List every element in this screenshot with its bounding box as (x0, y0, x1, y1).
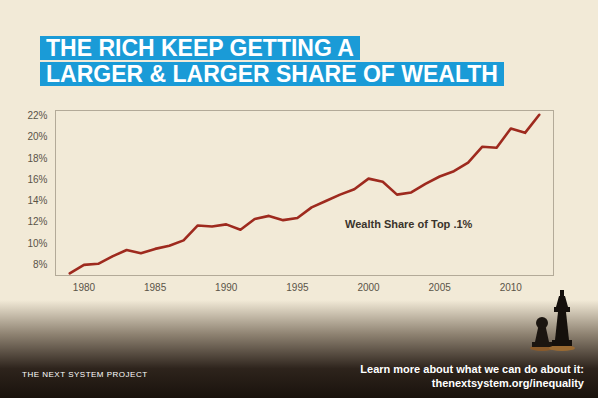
svg-text:2005: 2005 (429, 282, 452, 293)
svg-text:20%: 20% (27, 131, 47, 142)
svg-text:2010: 2010 (500, 282, 523, 293)
html-text:THE RICH KEEP GETTING A: THE RICH KEEP GETTING A (46, 35, 354, 61)
svg-text:1980: 1980 (73, 282, 96, 293)
svg-text:18%: 18% (27, 153, 47, 164)
svg-text:8%: 8% (33, 259, 48, 270)
svg-text:22%: 22% (27, 110, 47, 121)
svg-text:12%: 12% (27, 216, 47, 227)
svg-text:10%: 10% (27, 238, 47, 249)
html-text:THE NEXT SYSTEM PROJECT: THE NEXT SYSTEM PROJECT (22, 370, 148, 379)
html-text:Wealth Share of Top .1%: Wealth Share of Top .1% (345, 218, 473, 230)
svg-text:14%: 14% (27, 195, 47, 206)
svg-text:16%: 16% (27, 174, 47, 185)
svg-text:2000: 2000 (357, 282, 380, 293)
html-text:thenextsystem.org/inequality: thenextsystem.org/inequality (431, 377, 584, 389)
svg-text:1990: 1990 (215, 282, 238, 293)
html-text:LARGER & LARGER SHARE OF WEALT: LARGER & LARGER SHARE OF WEALTH (46, 61, 498, 87)
svg-text:1985: 1985 (144, 282, 167, 293)
html-text:Learn more about what we can d: Learn more about what we can do about it… (360, 363, 584, 375)
svg-text:1995: 1995 (286, 282, 309, 293)
